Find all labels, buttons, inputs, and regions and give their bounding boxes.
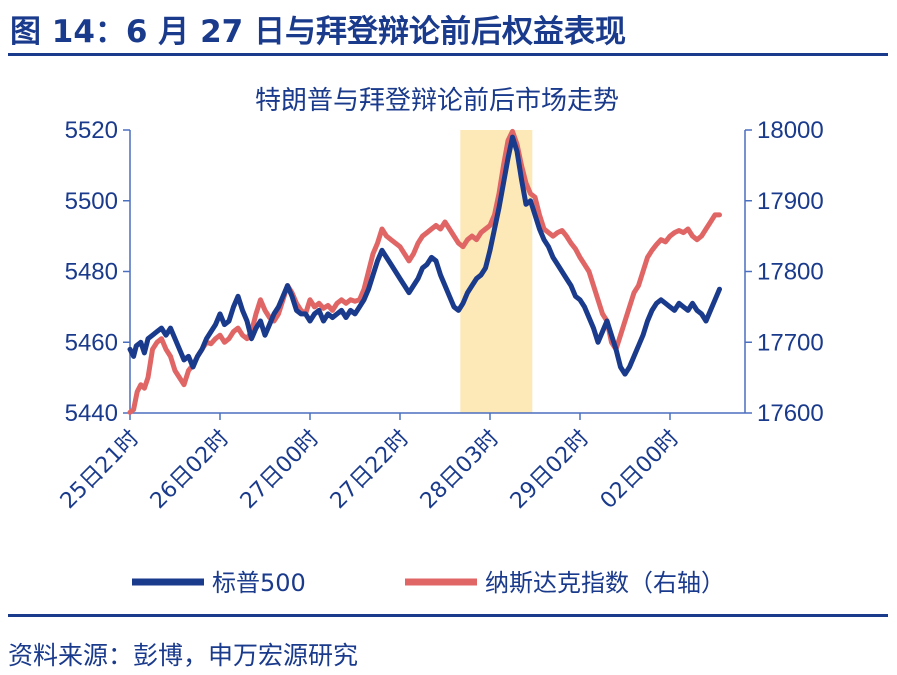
x-tick-label: 27日00时 — [236, 426, 324, 514]
right-tick-label: 17600 — [757, 400, 824, 427]
left-tick-label: 5440 — [65, 400, 118, 427]
right-tick-label: 17900 — [757, 188, 824, 215]
legend: 标普500 纳斯达克指数（右轴） — [132, 569, 725, 597]
right-tick-label: 18000 — [757, 117, 824, 144]
title-rule — [8, 53, 888, 56]
series-lines — [127, 128, 722, 415]
left-tick-label: 5460 — [65, 329, 118, 356]
right-tick-label: 17800 — [757, 259, 824, 286]
ndx-series-line — [127, 128, 722, 415]
right-tick-label: 17700 — [757, 329, 824, 356]
source-note: 资料来源：彭博，申万宏源研究 — [8, 641, 359, 670]
spx-series-line — [127, 134, 722, 377]
x-tick-label: 28日03时 — [416, 426, 504, 514]
legend-label-spx: 标普500 — [212, 569, 306, 597]
x-tick-label: 27日22时 — [326, 426, 414, 514]
left-tick-label: 5520 — [65, 117, 118, 144]
left-tick-label: 5480 — [65, 259, 118, 286]
x-tick-label: 25日21时 — [56, 426, 144, 514]
x-tick-label: 29日02时 — [506, 426, 594, 514]
x-tick-label: 26日02时 — [146, 426, 234, 514]
chart-title: 特朗普与拜登辩论前后市场走势 — [255, 86, 619, 116]
footer-rule — [8, 614, 888, 617]
figure-title: 图 14：6 月 27 日与拜登辩论前后权益表现 — [10, 14, 627, 50]
x-tick-label: 02日00时 — [596, 426, 684, 514]
legend-label-ndx: 纳斯达克指数（右轴） — [485, 569, 725, 597]
left-tick-label: 5500 — [65, 188, 118, 215]
